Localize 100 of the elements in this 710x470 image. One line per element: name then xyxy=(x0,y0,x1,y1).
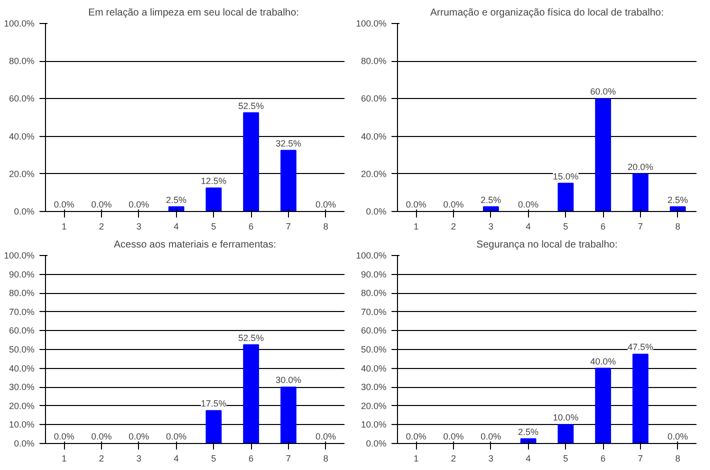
y-tick-label: 90.0% xyxy=(8,269,35,280)
text: 52.5% xyxy=(238,332,264,343)
x-tick-label: 7 xyxy=(638,454,643,464)
x-tick-label: 1 xyxy=(414,454,419,464)
x-tick-label: 5 xyxy=(563,454,568,464)
text: 0.0% xyxy=(316,200,336,210)
x-tick-label: 7 xyxy=(286,222,291,232)
x-tick-label: 3 xyxy=(136,222,142,232)
y-tick-label: 60.0% xyxy=(360,326,387,336)
y-tick-label: 70.0% xyxy=(8,306,35,317)
y-tick-label: 40.0% xyxy=(8,131,35,142)
text: 0.0% xyxy=(128,200,150,210)
x-tick-label: 6 xyxy=(600,454,606,464)
x-tick-label: 1 xyxy=(62,222,67,232)
text: 0.0% xyxy=(316,432,336,442)
y-tick-label: 90.0% xyxy=(360,269,387,280)
y-tick-label: 60.0% xyxy=(8,326,35,336)
x-tick-label: 3 xyxy=(136,454,142,464)
text: 0.0% xyxy=(54,432,74,442)
x-tick-label: 3 xyxy=(488,454,494,464)
text: 30.0% xyxy=(276,375,302,386)
text: 32.5% xyxy=(276,138,302,148)
y-tick-label: 20.0% xyxy=(8,168,35,179)
text: 0.0% xyxy=(128,432,150,442)
text: 2.5% xyxy=(668,194,688,205)
x-tick-label: 5 xyxy=(211,222,216,232)
chart-title: Em relação a limpeza em seu local de trabalho: xyxy=(88,8,299,18)
y-tick-label: 0.0% xyxy=(366,438,386,448)
text: 17.5% xyxy=(200,398,226,409)
text: 10.0% xyxy=(552,412,578,423)
text: 52.5% xyxy=(238,100,264,111)
x-tick-label: 6 xyxy=(248,454,254,464)
text: 40.0% xyxy=(590,356,616,366)
x-tick-label: 2 xyxy=(99,222,104,232)
x-tick-label: 2 xyxy=(451,222,456,232)
y-tick-label: 50.0% xyxy=(8,344,35,354)
x-tick-label: 8 xyxy=(675,222,680,232)
y-tick-label: 100.0% xyxy=(356,18,387,28)
y-tick-label: 40.0% xyxy=(360,131,387,142)
text: 47.5% xyxy=(628,342,654,352)
chart-title: Segurança no local de trabalho: xyxy=(476,240,618,250)
x-tick-label: 2 xyxy=(451,454,456,464)
text: 0.0% xyxy=(443,200,464,210)
x-tick-label: 4 xyxy=(526,454,531,464)
text: 0.0% xyxy=(166,432,187,442)
y-tick-label: 50.0% xyxy=(360,344,387,354)
text: 2.5% xyxy=(166,194,187,205)
text: 0.0% xyxy=(668,432,688,442)
text: 0.0% xyxy=(406,200,426,210)
y-tick-label: 20.0% xyxy=(8,400,35,411)
x-tick-label: 7 xyxy=(286,454,291,464)
y-tick-label: 80.0% xyxy=(8,288,35,298)
y-tick-label: 60.0% xyxy=(360,94,387,104)
y-tick-label: 80.0% xyxy=(360,288,387,298)
y-tick-label: 40.0% xyxy=(8,363,35,374)
x-tick-label: 5 xyxy=(211,454,216,464)
text: 12.5% xyxy=(200,176,226,186)
x-tick-label: 4 xyxy=(526,222,531,232)
x-tick-label: 2 xyxy=(99,454,104,464)
text: 15.0% xyxy=(552,171,578,182)
text: 0.0% xyxy=(91,200,112,210)
x-tick-label: 6 xyxy=(248,222,254,232)
text: 2.5% xyxy=(480,194,502,205)
y-tick-label: 10.0% xyxy=(360,420,387,430)
text: 0.0% xyxy=(518,200,539,210)
x-tick-label: 1 xyxy=(62,454,67,464)
y-tick-label: 0.0% xyxy=(366,206,386,216)
x-tick-label: 3 xyxy=(488,222,494,232)
text: 2.5% xyxy=(518,426,539,437)
x-tick-label: 6 xyxy=(600,222,606,232)
text: 60.0% xyxy=(590,86,616,97)
text: 0.0% xyxy=(54,200,74,210)
y-tick-label: 100.0% xyxy=(4,250,35,260)
y-tick-label: 30.0% xyxy=(8,382,35,392)
x-tick-label: 1 xyxy=(414,222,419,232)
text: 0.0% xyxy=(443,432,464,442)
y-tick-label: 20.0% xyxy=(360,168,387,179)
y-tick-label: 70.0% xyxy=(360,306,387,317)
y-tick-label: 10.0% xyxy=(8,420,35,430)
text: 0.0% xyxy=(480,432,502,442)
x-tick-label: 4 xyxy=(174,454,179,464)
y-tick-label: 0.0% xyxy=(14,206,34,216)
text: 0.0% xyxy=(91,432,112,442)
y-tick-label: 40.0% xyxy=(360,363,387,374)
y-tick-label: 100.0% xyxy=(4,18,35,28)
y-tick-label: 30.0% xyxy=(360,382,387,392)
x-tick-label: 7 xyxy=(638,222,643,232)
y-tick-label: 100.0% xyxy=(356,250,387,260)
y-tick-label: 80.0% xyxy=(360,56,387,66)
y-tick-label: 60.0% xyxy=(8,94,35,104)
y-tick-label: 20.0% xyxy=(360,400,387,411)
x-tick-label: 4 xyxy=(174,222,179,232)
x-tick-label: 8 xyxy=(675,454,680,464)
y-tick-label: 0.0% xyxy=(14,438,34,448)
chart-title: Arrumação e organização física do local de trabalho: xyxy=(430,8,664,18)
text: 20.0% xyxy=(628,162,654,172)
x-tick-label: 8 xyxy=(323,222,328,232)
y-tick-label: 80.0% xyxy=(8,56,35,66)
x-tick-label: 5 xyxy=(563,222,568,232)
text: 0.0% xyxy=(406,432,426,442)
